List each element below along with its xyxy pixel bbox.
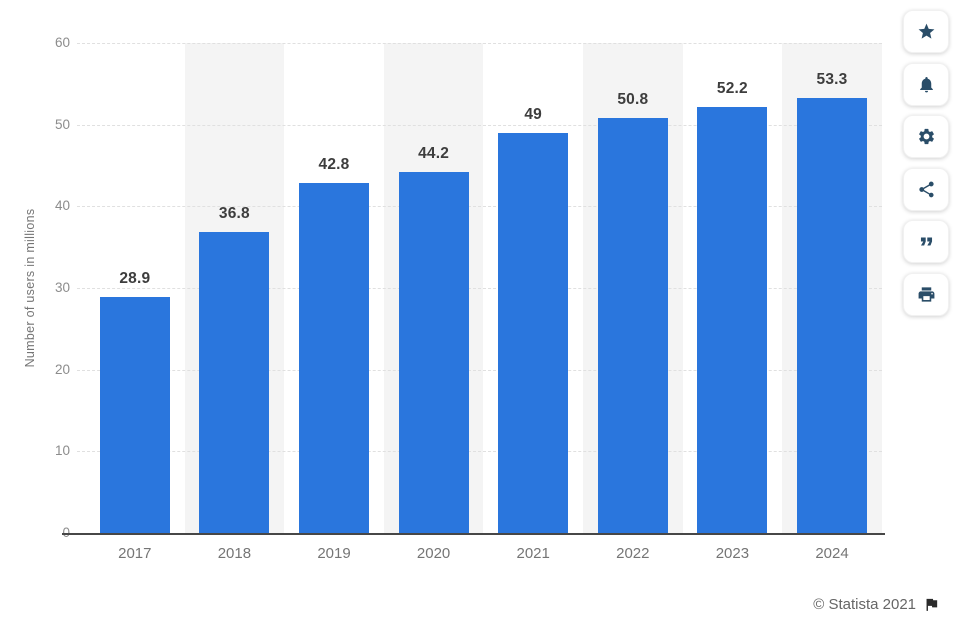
gridline <box>77 369 882 371</box>
print-button[interactable] <box>903 273 949 316</box>
settings-button[interactable] <box>903 115 949 159</box>
x-axis-tick-label: 2024 <box>815 545 849 562</box>
star-icon <box>918 23 934 39</box>
bar-2022[interactable] <box>597 118 668 533</box>
bell-icon <box>919 76 933 93</box>
bar-2021[interactable] <box>498 132 569 533</box>
y-axis-tick-label: 20 <box>54 361 70 377</box>
x-axis-tick-label: 2017 <box>118 545 152 562</box>
x-axis-tick-label: 2023 <box>715 545 750 562</box>
value-label: 52.2 <box>716 79 748 97</box>
copyright-text: © Statista 2021 <box>813 596 916 613</box>
y-axis-tick-label: 60 <box>54 35 70 50</box>
gridline <box>77 124 882 126</box>
x-axis-tick-label: 2018 <box>217 545 252 562</box>
y-axis-tick-label: 40 <box>54 198 70 214</box>
value-label: 50.8 <box>617 91 649 109</box>
x-axis-tick-label: 2019 <box>317 545 351 562</box>
value-label: 36.8 <box>218 205 250 223</box>
x-axis-tick-label: 2020 <box>416 545 451 562</box>
bar-2018[interactable] <box>199 232 270 533</box>
gridline <box>77 43 882 44</box>
value-label: 42.8 <box>318 156 350 174</box>
y-axis-tick-label: 50 <box>54 116 70 132</box>
gridline <box>77 206 882 208</box>
y-axis-tick-label: 0 <box>28 525 70 540</box>
quote-icon <box>920 237 932 246</box>
gridline <box>77 288 882 289</box>
bar-2020[interactable] <box>398 172 469 533</box>
flag-icon <box>926 598 938 611</box>
cite-button[interactable] <box>903 220 949 264</box>
chart-toolbar <box>896 0 956 330</box>
printer-icon <box>918 287 934 302</box>
y-axis-tick-label: 10 <box>54 443 70 459</box>
value-label: 44.2 <box>418 145 450 163</box>
share-button[interactable] <box>903 167 949 211</box>
value-label: 28.9 <box>119 269 151 287</box>
bar-2017[interactable] <box>99 296 170 533</box>
bar-2024[interactable] <box>797 97 867 533</box>
attribution: © Statista 2021 <box>813 596 940 613</box>
flag-icon <box>923 596 940 613</box>
gear-icon <box>918 129 934 145</box>
favorite-button[interactable] <box>903 10 949 53</box>
x-axis-tick-label: 2022 <box>616 545 650 562</box>
x-axis-tick-label: 2021 <box>516 545 550 562</box>
gridline <box>77 451 882 453</box>
value-label: 53.3 <box>816 70 848 88</box>
share-icon <box>918 181 934 198</box>
alerts-button[interactable] <box>903 62 949 106</box>
bar-2023[interactable] <box>697 106 768 533</box>
x-axis-line <box>62 533 885 535</box>
value-label: 49 <box>524 105 543 123</box>
y-axis-tick-label: 30 <box>54 280 70 295</box>
bar-2019[interactable] <box>299 183 369 533</box>
